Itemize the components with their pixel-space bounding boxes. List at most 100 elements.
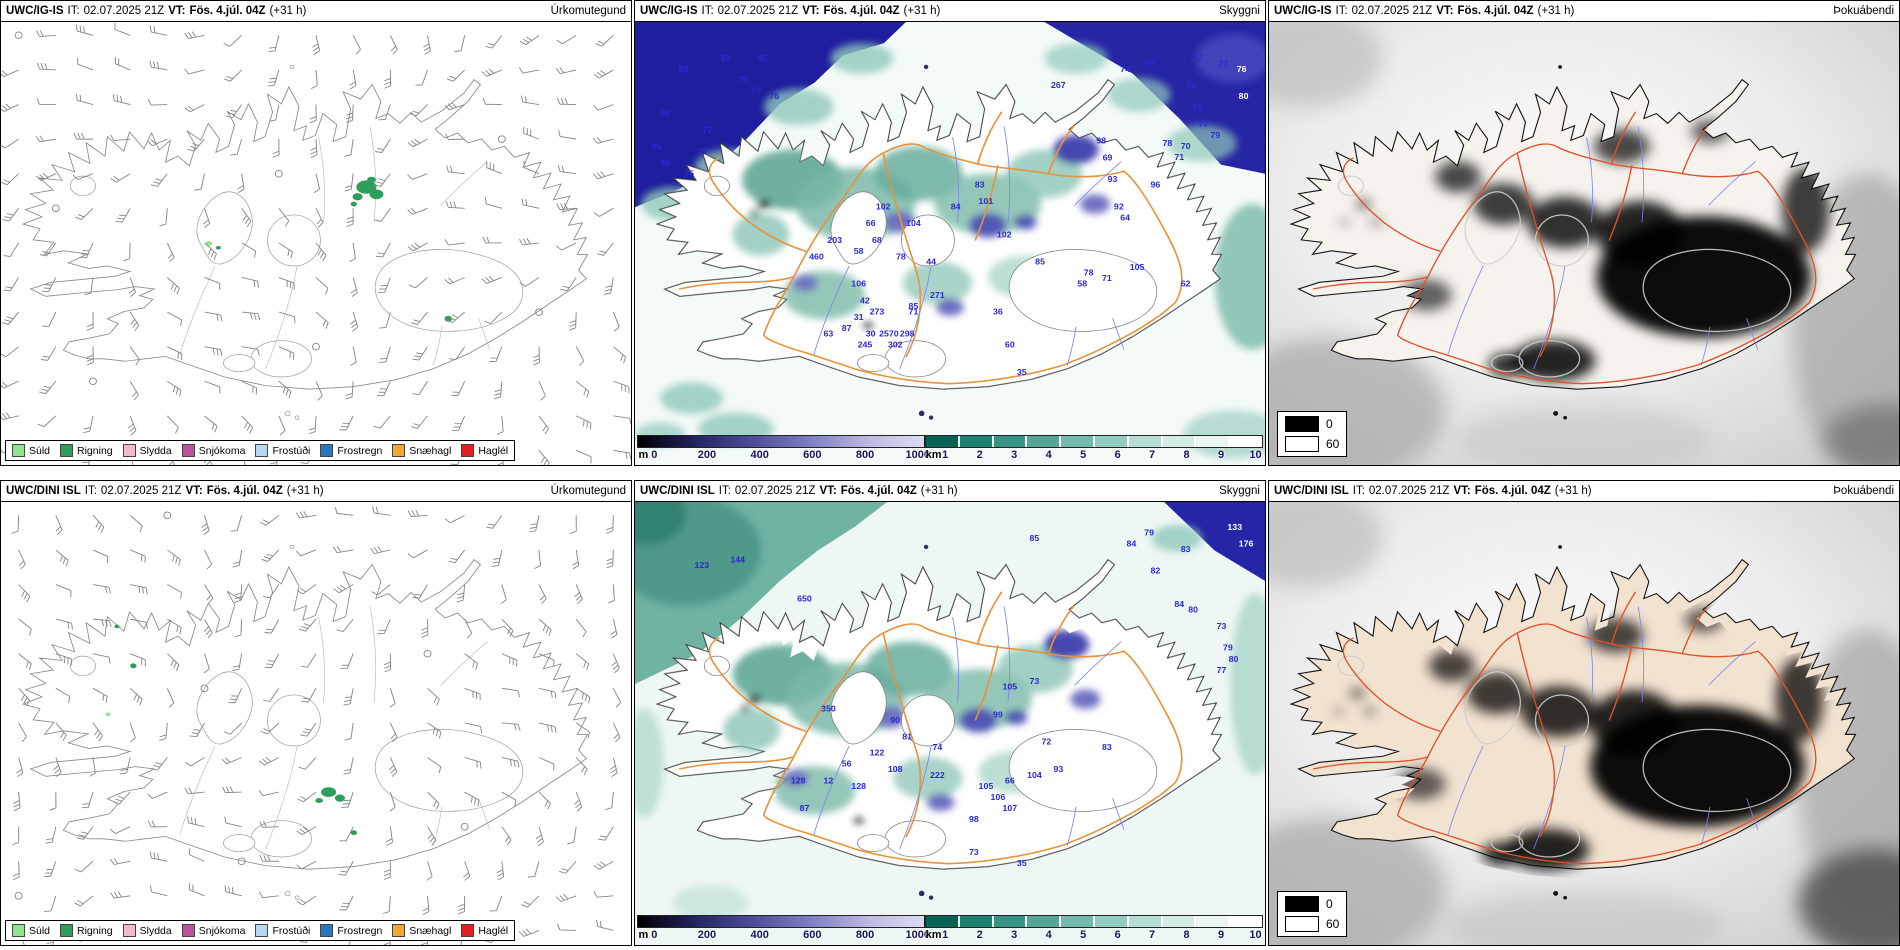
- panel-header: UWC/IG-IS IT: 02.07.2025 21Z VT: Fös. 4.…: [1, 1, 631, 22]
- svg-text:89: 89: [679, 64, 689, 74]
- svg-text:102: 102: [876, 202, 891, 212]
- svg-text:85: 85: [909, 301, 919, 311]
- visibility-scale-m-bar: [637, 435, 925, 448]
- svg-text:58: 58: [854, 246, 864, 256]
- precip-legend-label: Snjókoma: [198, 924, 246, 937]
- panel-header: UWC/DINI ISL IT: 02.07.2025 21Z VT: Fös.…: [1, 481, 631, 502]
- scale-tick-label: 800: [855, 929, 875, 941]
- model-name: UWC/DINI ISL: [1274, 485, 1349, 497]
- panel-header: UWC/DINI ISL IT: 02.07.2025 21Z VT: Fös.…: [1269, 481, 1899, 502]
- svg-text:82: 82: [1150, 566, 1160, 576]
- svg-text:460: 460: [809, 251, 824, 261]
- svg-text:76: 76: [769, 91, 779, 101]
- svg-text:79: 79: [1223, 643, 1233, 653]
- init-time-value: 02.07.2025 21Z: [734, 485, 816, 497]
- svg-text:66: 66: [866, 218, 876, 228]
- svg-text:271: 271: [930, 290, 945, 300]
- svg-text:79: 79: [1144, 528, 1154, 538]
- visibility-scale-km-labels: km 1 2 3 4 5 6 7 8 9 10: [925, 928, 1263, 943]
- valid-time-value: Fös. 4.júl. 04Z: [840, 485, 917, 497]
- svg-text:72: 72: [1041, 737, 1051, 747]
- scale-tick-label: 3: [1011, 449, 1018, 461]
- valid-time-label: VT:: [168, 5, 186, 17]
- svg-text:62: 62: [1181, 279, 1191, 289]
- scale-tick-label: 1: [942, 929, 949, 941]
- lead-time: (+31 h): [920, 485, 958, 497]
- svg-text:85: 85: [1035, 257, 1045, 267]
- precip-color-swatch: [60, 444, 74, 457]
- init-time-value: 02.07.2025 21Z: [83, 5, 165, 17]
- precip-color-swatch: [12, 924, 25, 937]
- svg-text:85: 85: [1030, 533, 1040, 543]
- precip-color-swatch: [320, 924, 334, 937]
- svg-text:144: 144: [730, 555, 745, 565]
- scale-tick-label: 2: [976, 929, 983, 941]
- svg-text:81: 81: [902, 731, 912, 741]
- scale-tick-label: 5: [1080, 449, 1087, 461]
- valid-time-label: VT:: [802, 5, 820, 17]
- precip-legend-item: Haglél: [461, 924, 508, 937]
- precip-legend-item: Snjókoma: [181, 444, 245, 457]
- precip-legend-label: Haglél: [478, 444, 509, 457]
- init-time-label: IT:: [84, 485, 97, 497]
- svg-text:104: 104: [906, 218, 921, 228]
- init-time-value: 02.07.2025 21Z: [100, 485, 182, 497]
- scale-tick-label: 5: [1080, 929, 1087, 941]
- precip-legend-item: Slydda: [122, 444, 172, 457]
- svg-text:78: 78: [1162, 138, 1172, 148]
- svg-text:98: 98: [1096, 136, 1106, 146]
- valid-time-value: Fös. 4.júl. 04Z: [823, 5, 900, 17]
- svg-text:92: 92: [1114, 202, 1124, 212]
- svg-text:63: 63: [824, 328, 834, 338]
- precip-color-swatch: [181, 444, 195, 457]
- visibility-map: 89 95 89 79 70 76 96 72 85 79 80 75 79 74 77 77 76 72 80 78…: [635, 22, 1265, 465]
- precip-color-swatch: [255, 924, 269, 937]
- svg-text:58: 58: [1077, 279, 1087, 289]
- svg-text:42: 42: [860, 296, 870, 306]
- init-time-label: IT:: [718, 485, 731, 497]
- scale-tick-label: 6: [1114, 449, 1121, 461]
- svg-text:77: 77: [1198, 119, 1208, 129]
- scale-tick-label: 200: [697, 449, 717, 461]
- svg-text:95: 95: [757, 53, 767, 63]
- init-time-label: IT:: [1335, 5, 1348, 17]
- rain-areas: [105, 624, 357, 836]
- panel-igis-precip-type: UWC/IG-IS IT: 02.07.2025 21Z VT: Fös. 4.…: [0, 0, 632, 466]
- model-name: UWC/IG-IS: [6, 5, 64, 17]
- init-time-label: IT:: [1352, 485, 1365, 497]
- svg-text:106: 106: [991, 792, 1006, 802]
- svg-text:35: 35: [1017, 858, 1027, 868]
- fog-legend-item: 0: [1285, 416, 1339, 432]
- scale-tick-label: 4: [1045, 929, 1052, 941]
- precip-legend-label: Frostúði: [272, 924, 311, 937]
- init-time-value: 02.07.2025 21Z: [717, 5, 799, 17]
- scale-tick-label: 7: [1149, 929, 1156, 941]
- precip-legend-label: Rigning: [77, 444, 113, 457]
- scale-tick-label: 10: [1249, 449, 1262, 461]
- svg-text:93: 93: [1053, 764, 1063, 774]
- svg-text:44: 44: [926, 257, 936, 267]
- precip-type-map: Súld Rigning Slydda Snjókoma Frostúði Frostre…: [1, 502, 631, 945]
- lead-time: (+31 h): [1537, 5, 1575, 17]
- svg-text:84: 84: [951, 202, 961, 212]
- precip-legend-item: Frostúði: [255, 924, 310, 937]
- lead-time: (+31 h): [286, 485, 324, 497]
- glacier-outlines: [69, 655, 524, 858]
- svg-text:75: 75: [684, 169, 694, 179]
- svg-text:298: 298: [900, 328, 915, 338]
- fog-legend-value: 0: [1326, 417, 1333, 431]
- scale-tick-label: 2: [976, 449, 983, 461]
- precip-type-legend: Súld Rigning Slydda Snjókoma Frostúði Frostre…: [5, 920, 516, 941]
- visibility-scale-m-labels: m 0 200 400 600 800 1000: [637, 448, 930, 463]
- svg-text:93: 93: [1108, 174, 1118, 184]
- product-name: Skyggni: [1219, 485, 1260, 497]
- fog-color-swatch: [1285, 916, 1319, 932]
- lead-time: (+31 h): [269, 5, 307, 17]
- scale-tick-label: 1000: [905, 449, 930, 461]
- panel-igis-fog: UWC/IG-IS IT: 02.07.2025 21Z VT: Fös. 4.…: [1268, 0, 1900, 466]
- svg-text:83: 83: [1181, 544, 1191, 554]
- scale-tick-label: 9: [1218, 449, 1225, 461]
- precip-legend-label: Snæhagl: [409, 924, 452, 937]
- svg-text:12: 12: [824, 776, 834, 786]
